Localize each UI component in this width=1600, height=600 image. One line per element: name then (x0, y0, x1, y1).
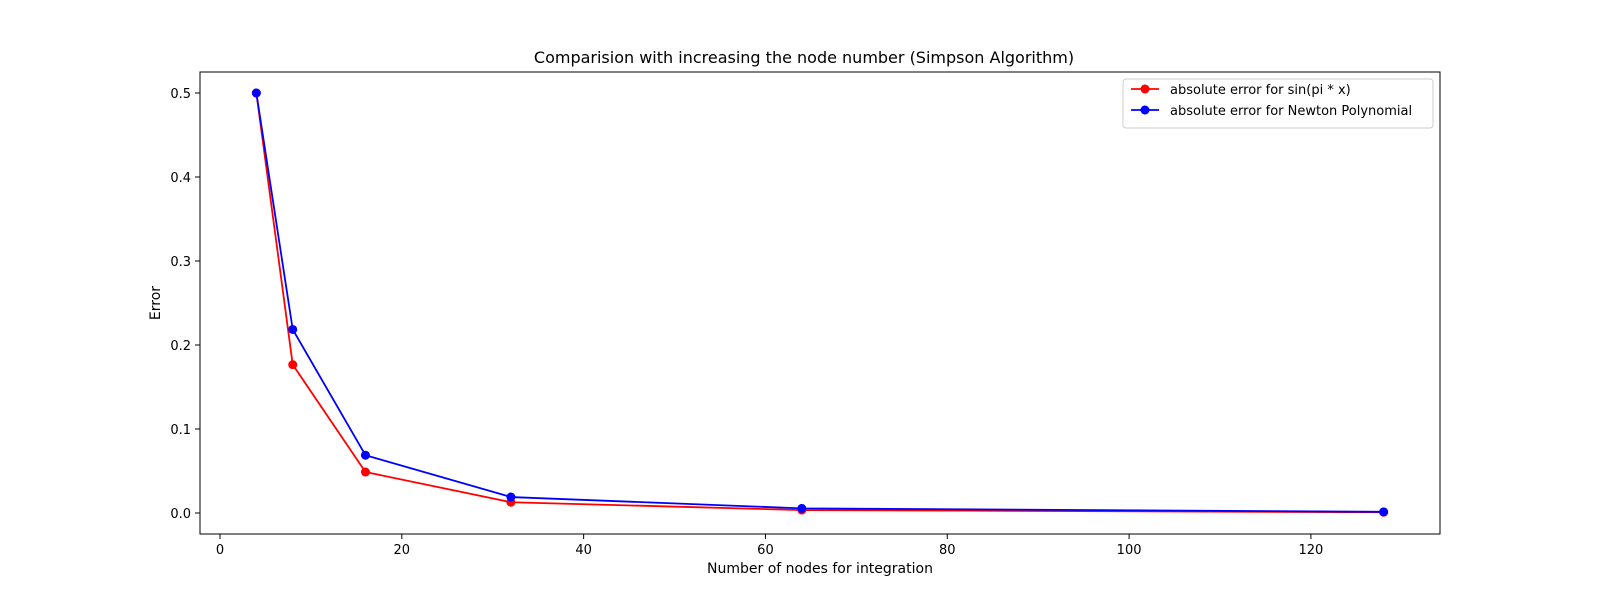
legend-label: absolute error for Newton Polynomial (1170, 104, 1412, 119)
legend-frame (1122, 78, 1434, 129)
legend-swatch-marker (1140, 105, 1150, 115)
y-tick-label: 0.3 (170, 255, 191, 270)
legend: absolute error for sin(pi * x) absolute e… (1122, 78, 1434, 129)
x-axis-label: Number of nodes for integration (707, 561, 933, 577)
y-tick-label: 0.5 (170, 87, 191, 102)
x-tick-label: 0 (216, 543, 224, 558)
x-tick-label: 80 (939, 543, 956, 558)
x-axis: 0 20 40 60 80 100 120 (216, 534, 1323, 558)
chart-title: Comparision with increasing the node num… (534, 48, 1074, 67)
x-tick-label: 100 (1117, 543, 1142, 558)
series-line-1 (255, 92, 1384, 514)
data-point-series-2 (797, 503, 807, 513)
y-tick-label: 0.0 (170, 507, 191, 522)
y-tick-label: 0.4 (170, 171, 191, 186)
x-tick-label: 20 (394, 543, 411, 558)
legend-swatch-marker (1140, 84, 1150, 94)
legend-label: absolute error for sin(pi * x) (1170, 83, 1351, 98)
x-tick-label: 60 (757, 543, 774, 558)
data-point-series-2 (506, 492, 516, 502)
plot-frame (199, 71, 1441, 535)
data-point-series-2 (251, 88, 261, 98)
plot-area (251, 88, 1389, 517)
y-tick-label: 0.1 (170, 423, 191, 438)
x-tick-label: 40 (575, 543, 592, 558)
data-point-series-2 (288, 324, 298, 334)
data-point-series-1 (360, 467, 370, 477)
x-tick-label: 120 (1298, 543, 1323, 558)
data-point-series-2 (1379, 507, 1389, 517)
series-line-2 (255, 92, 1384, 513)
y-axis: 0.0 0.1 0.2 0.3 0.4 0.5 (170, 87, 200, 522)
data-point-series-1 (288, 360, 298, 370)
data-point-series-2 (360, 450, 370, 460)
y-tick-label: 0.2 (170, 339, 191, 354)
y-axis-label: Error (148, 286, 164, 320)
